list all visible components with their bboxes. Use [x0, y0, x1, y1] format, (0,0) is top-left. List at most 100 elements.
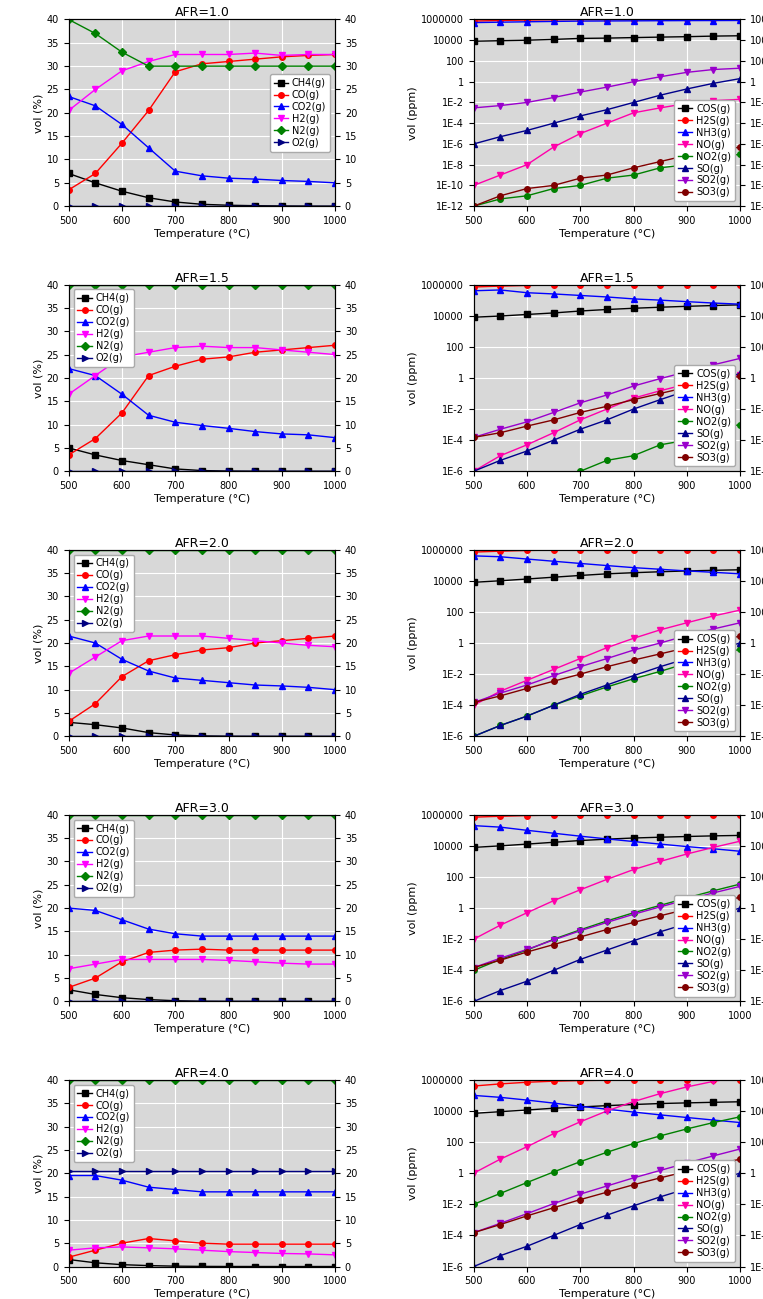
NH3(g): [549, 553, 559, 569]
H2(g): [64, 387, 73, 403]
H2S(g): [549, 277, 559, 292]
COS(g): [496, 1104, 505, 1120]
SO2(g): [629, 378, 638, 394]
NO2(g): [469, 729, 478, 744]
NO2(g): [736, 877, 745, 892]
Line: CH4(g): CH4(g): [66, 1256, 338, 1269]
N2(g): [304, 277, 313, 292]
NO2(g): [709, 149, 718, 165]
N2(g): [330, 542, 340, 557]
CO(g): [91, 431, 100, 447]
CO(g): [250, 942, 259, 957]
NH3(g): [736, 566, 745, 582]
SO(g): [469, 1259, 478, 1274]
NH3(g): [523, 284, 532, 300]
Line: CH4(g): CH4(g): [66, 446, 338, 474]
O2(g): [64, 994, 73, 1009]
H2(g): [118, 633, 127, 648]
CO(g): [224, 1237, 233, 1252]
SO3(g): [629, 1177, 638, 1192]
NH3(g): [496, 820, 505, 835]
Line: N2(g): N2(g): [66, 812, 338, 817]
Line: NH3(g): NH3(g): [471, 18, 743, 26]
CO(g): [171, 64, 180, 79]
SO2(g): [575, 395, 584, 410]
H2S(g): [682, 277, 691, 292]
Line: SO3(g): SO3(g): [471, 1156, 743, 1235]
H2S(g): [682, 1072, 691, 1087]
NO2(g): [709, 1115, 718, 1130]
CO2(g): [144, 140, 153, 156]
H2S(g): [469, 13, 478, 29]
O2(g): [224, 464, 233, 479]
SO2(g): [682, 627, 691, 643]
Line: CO2(g): CO2(g): [66, 366, 338, 440]
SO3(g): [682, 640, 691, 656]
CO2(g): [144, 664, 153, 679]
H2(g): [171, 1241, 180, 1256]
H2(g): [64, 665, 73, 681]
CH4(g): [224, 729, 233, 744]
H2S(g): [602, 1073, 611, 1089]
O2(g): [277, 729, 286, 744]
O2(g): [171, 199, 180, 214]
NO(g): [469, 178, 478, 194]
CH4(g): [198, 727, 207, 743]
H2(g): [144, 1241, 153, 1256]
CO(g): [171, 1233, 180, 1248]
CH4(g): [144, 1257, 153, 1273]
CO2(g): [304, 929, 313, 944]
CO2(g): [198, 1185, 207, 1200]
COS(g): [523, 837, 532, 852]
CH4(g): [250, 464, 259, 479]
Line: COS(g): COS(g): [471, 32, 743, 44]
SO2(g): [602, 914, 611, 930]
H2(g): [198, 47, 207, 62]
SO2(g): [602, 1178, 611, 1194]
N2(g): [250, 807, 259, 822]
O2(g): [64, 729, 73, 744]
COS(g): [469, 1105, 478, 1121]
N2(g): [330, 1072, 340, 1087]
COS(g): [575, 833, 584, 848]
NH3(g): [602, 831, 611, 847]
NH3(g): [549, 13, 559, 29]
SO2(g): [575, 1186, 584, 1202]
N2(g): [250, 58, 259, 74]
SO(g): [629, 1198, 638, 1213]
NH3(g): [549, 825, 559, 840]
NO2(g): [736, 642, 745, 657]
Line: SO2(g): SO2(g): [471, 883, 743, 970]
CO2(g): [330, 1185, 340, 1200]
SO3(g): [709, 143, 718, 158]
COS(g): [523, 1103, 532, 1118]
CH4(g): [64, 440, 73, 456]
CH4(g): [304, 1259, 313, 1274]
NO2(g): [469, 199, 478, 214]
NO2(g): [575, 464, 584, 479]
COS(g): [655, 1096, 665, 1112]
O2(g): [277, 994, 286, 1009]
CO2(g): [118, 387, 127, 403]
O2(g): [64, 464, 73, 479]
SO(g): [682, 916, 691, 931]
Legend: CH4(g), CO(g), CO2(g), H2(g), N2(g), O2(g): CH4(g), CO(g), CO2(g), H2(g), N2(g), O2(…: [73, 555, 134, 633]
N2(g): [118, 277, 127, 292]
CO2(g): [304, 1185, 313, 1200]
COS(g): [709, 827, 718, 843]
SO(g): [496, 1248, 505, 1264]
X-axis label: Temperature (°C): Temperature (°C): [154, 1024, 250, 1034]
Line: SO3(g): SO3(g): [471, 634, 743, 705]
NO(g): [496, 168, 505, 183]
SO3(g): [496, 1217, 505, 1233]
H2(g): [198, 629, 207, 644]
SO3(g): [496, 425, 505, 440]
SO(g): [549, 963, 559, 978]
O2(g): [224, 199, 233, 214]
NH3(g): [469, 283, 478, 299]
CO2(g): [64, 900, 73, 916]
SO3(g): [655, 908, 665, 924]
H2(g): [171, 340, 180, 356]
SO2(g): [496, 421, 505, 436]
H2(g): [91, 82, 100, 97]
